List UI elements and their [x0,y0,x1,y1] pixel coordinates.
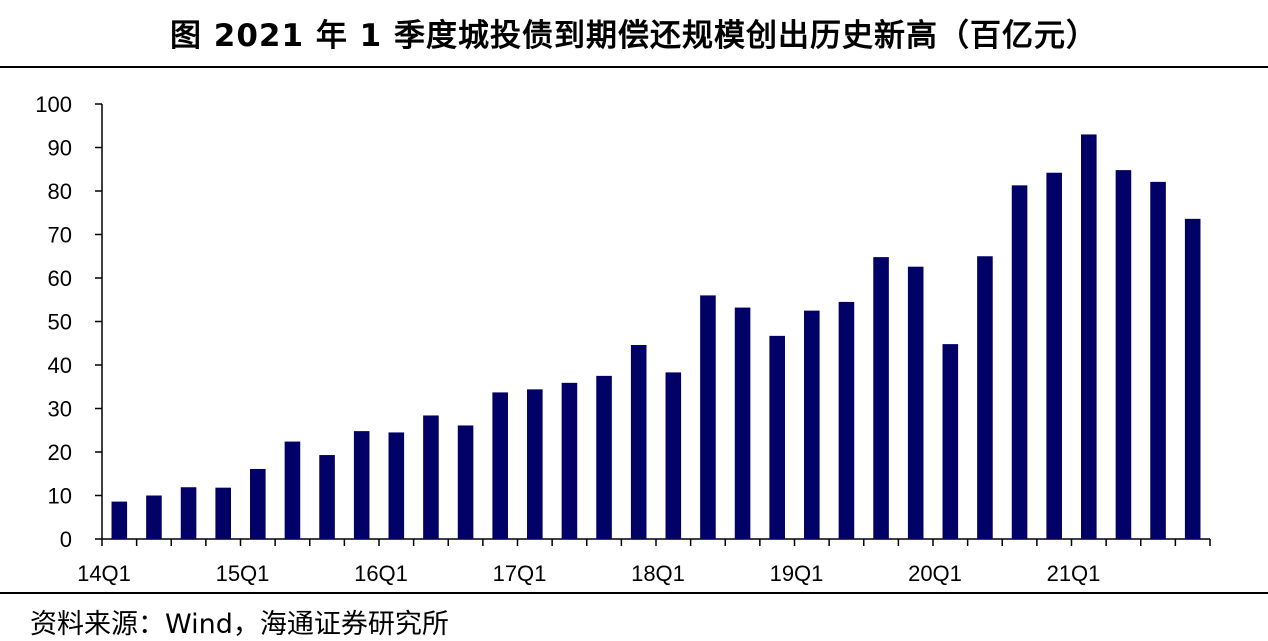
chart-title: 图 2021 年 1 季度城投债到期偿还规模创出历史新高（百亿元） [169,18,1099,54]
bar-21Q2 [1115,170,1132,539]
bar-16Q1 [388,432,405,539]
x-tick-label: 21Q1 [1047,561,1101,586]
bar-18Q4 [769,335,785,539]
y-tick-label: 60 [48,266,72,291]
bar-15Q3 [319,455,335,539]
bar-19Q1 [804,310,820,540]
bar-19Q3 [873,257,889,539]
bar-18Q3 [734,307,751,539]
bar-18Q1 [665,372,682,539]
bar-17Q3 [596,375,612,540]
bar-15Q2 [284,441,301,539]
bar-14Q4 [215,487,231,539]
bar-15Q1 [250,468,266,539]
y-tick-label: 50 [48,310,72,335]
bar-20Q3 [1011,185,1028,539]
y-tick-label: 100 [35,92,72,117]
bar-17Q4 [630,344,647,539]
source-note: 资料来源：Wind，海通证券研究所 [30,609,449,640]
bar-14Q1 [111,501,128,539]
x-tick-label: 14Q1 [77,561,131,586]
bar-20Q2 [977,256,993,539]
y-tick-label: 10 [48,484,72,509]
bar-16Q4 [492,392,508,539]
bar-17Q1 [527,389,543,539]
y-axis: 0 10 20 30 40 50 60 70 80 90 100 [35,92,103,552]
y-tick-label: 70 [48,223,72,248]
bar-19Q4 [907,266,924,539]
x-tick-label: 17Q1 [493,561,547,586]
y-tick-label: 40 [48,353,72,378]
bar-16Q2 [423,415,439,539]
bar-21Q3 [1150,181,1166,539]
y-tick-label: 0 [60,527,72,552]
bar-17Q2 [561,382,578,539]
bar-16Q3 [457,425,474,539]
x-tick-label: 15Q1 [216,561,270,586]
x-tick-label: 20Q1 [908,561,962,586]
x-tick-label: 19Q1 [770,561,824,586]
bar-18Q2 [700,295,716,539]
footer: 资料来源：Wind，海通证券研究所 [0,592,1268,641]
bar-21Q1 [1081,134,1097,539]
y-tick-label: 30 [48,397,72,422]
bar-20Q1 [942,344,959,539]
y-tick-label: 90 [48,136,72,161]
bar-14Q2 [146,495,162,539]
bar-21Q4 [1184,218,1201,539]
x-tick-label: 16Q1 [354,561,408,586]
x-axis: 14Q1 15Q1 16Q1 17Q1 18Q1 19Q1 20Q1 21Q1 [77,538,1211,586]
bar-14Q3 [180,487,197,539]
x-tick-label: 18Q1 [631,561,685,586]
bars [111,134,1201,540]
y-tick-label: 80 [48,179,72,204]
title-bar: 图 2021 年 1 季度城投债到期偿还规模创出历史新高（百亿元） [0,0,1268,68]
bar-20Q4 [1046,172,1062,539]
bar-15Q4 [353,431,370,539]
bar-19Q2 [838,301,855,539]
y-tick-label: 20 [48,440,72,465]
